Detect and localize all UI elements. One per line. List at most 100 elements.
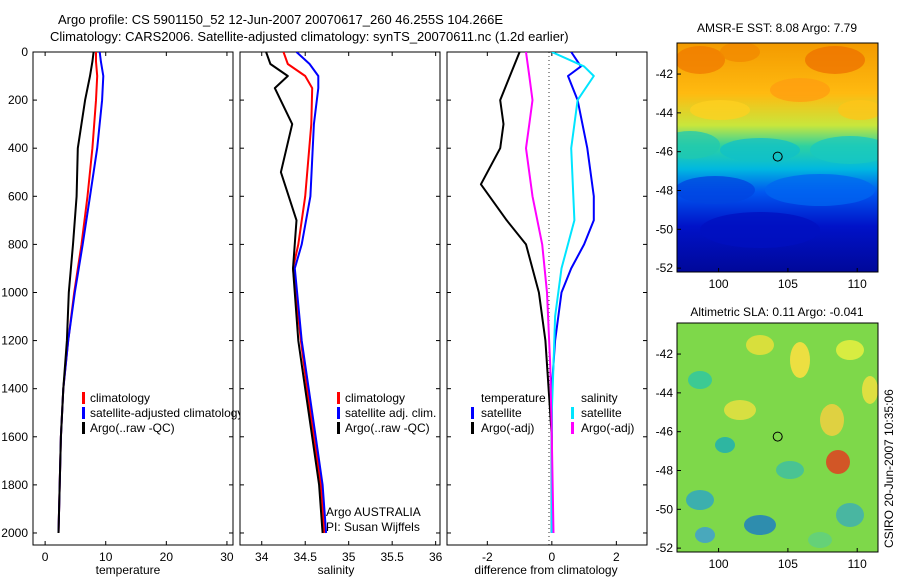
legend-climatology-label: climatology (90, 391, 150, 405)
legend-temp-argo-label: Argo(-adj) (481, 421, 534, 435)
y-tick-label: 200 (8, 93, 28, 107)
sst-field-patch (805, 46, 865, 74)
legend-sal-argo-swatch (571, 422, 574, 434)
map-x-tick-label: 100 (709, 277, 729, 291)
map-y-tick-label: -50 (656, 222, 674, 236)
map-x-tick-label: 100 (709, 557, 729, 571)
sst-field-patch (677, 46, 725, 74)
sst-field-patch (677, 131, 720, 159)
legend-sal-argo-label: Argo(-adj) (581, 421, 634, 435)
sla-field-patch (862, 376, 878, 404)
map-y-tick-label: -48 (656, 183, 674, 197)
legend-temp-satellite-label: satellite (481, 406, 522, 420)
sla-map-panel: Altimetric SLA: 0.11 Argo: -0.041 100 105… (656, 305, 879, 571)
legend-temperature-heading: temperature (481, 391, 546, 405)
sst-field-patch (700, 212, 820, 248)
figure-title-line1: Argo profile: CS 5901150_52 12-Jun-2007 … (58, 12, 503, 27)
temperature-legend: climatology satellite-adjusted climatolo… (82, 391, 243, 435)
y-tick-label: 1600 (1, 430, 28, 444)
temperature-panel: 0 10 20 30 0 200 400 600 800 1000 1200 1400 1600 1800… (1, 45, 243, 577)
series-line-temperature-argo-adj (479, 52, 553, 533)
sst-field-patch (810, 136, 878, 164)
x-tick-label: 0 (42, 550, 49, 564)
sla-field-patch (790, 342, 810, 378)
y-tick-label: 600 (8, 189, 28, 203)
temperature-xlabel: temperature (96, 563, 161, 577)
map-y-tick-label: -44 (656, 106, 674, 120)
sst-field-patch (690, 100, 750, 120)
argo-footer-line2: PI: Susan Wijffels (326, 520, 420, 534)
legend-argo-swatch (82, 422, 85, 434)
sst-argo-float-marker (772, 151, 783, 162)
x-tick-label: 20 (160, 550, 174, 564)
legend-salinity-heading: salinity (581, 391, 618, 405)
sst-field-patch (720, 138, 800, 162)
sla-field-patch (836, 503, 864, 527)
legend-satellite-label: satellite-adjusted climatology (90, 406, 243, 420)
series-line-argo-raw-qc (57, 52, 95, 534)
csiro-timestamp-label: CSIRO 20-Jun-2007 10:35:06 (882, 389, 896, 548)
sla-argo-float-marker (772, 431, 783, 442)
sst-map-panel: AMSR-E SST: 8.08 Argo: 7.79 100 105 110 -42… (656, 21, 879, 291)
sla-field-patch (744, 515, 776, 535)
sla-field-patch (826, 450, 850, 474)
map-y-tick-label: -48 (656, 463, 674, 477)
sla-field-patch (776, 461, 804, 479)
y-tick-label: 1200 (1, 334, 28, 348)
series-line-satellite-adj-clim (293, 52, 328, 534)
map-x-tick-label: 105 (778, 557, 798, 571)
map-y-tick-label: -42 (656, 347, 674, 361)
y-tick-label: 2000 (1, 526, 28, 540)
map-y-tick-label: -44 (656, 386, 674, 400)
sla-field-patch (820, 404, 844, 436)
series-line-climatology (282, 52, 326, 534)
difference-xlabel: difference from climatology (474, 563, 617, 577)
map-x-tick-label: 110 (848, 557, 867, 571)
sla-map-title: Altimetric SLA: 0.11 Argo: -0.041 (690, 305, 864, 319)
temperature-axes-frame (32, 51, 234, 546)
salinity-axes-frame (239, 51, 441, 546)
series-line-argo-raw-qc (265, 52, 324, 534)
y-tick-label: 800 (8, 237, 28, 251)
map-x-tick-label: 105 (778, 277, 798, 291)
legend-satellite-swatch (337, 407, 340, 419)
x-tick-label: 35 (342, 550, 356, 564)
sst-field-patch (838, 100, 878, 120)
argo-footer-line1: Argo AUSTRALIA (326, 505, 421, 519)
legend-satellite-label: satellite adj. clim. (345, 406, 436, 420)
sla-field-patch (724, 400, 756, 420)
map-y-tick-label: -46 (656, 145, 674, 159)
x-tick-label: 35.5 (380, 550, 404, 564)
sst-field-patch (720, 43, 760, 62)
series-line-salinity-satellite (550, 52, 595, 533)
sst-field-patch (765, 174, 875, 206)
legend-sal-satellite-swatch (571, 407, 574, 419)
map-y-tick-label: -42 (656, 67, 674, 81)
salinity-xlabel: salinity (318, 563, 355, 577)
legend-temp-satellite-swatch (471, 407, 474, 419)
sla-field-patch (715, 437, 735, 453)
series-line-salinity-argo-adj (525, 52, 555, 534)
legend-climatology-swatch (337, 392, 340, 404)
sst-map-title: AMSR-E SST: 8.08 Argo: 7.79 (697, 21, 857, 35)
legend-argo-label: Argo(..raw -QC) (345, 421, 430, 435)
y-tick-label: 1400 (1, 382, 28, 396)
x-tick-label: 30 (220, 550, 234, 564)
x-tick-label: 2 (613, 550, 620, 564)
sla-field-patch (688, 371, 712, 389)
legend-sal-satellite-label: satellite (581, 406, 622, 420)
figure-title-line2: Climatology: CARS2006. Satellite-adjuste… (50, 29, 569, 44)
map-y-tick-label: -52 (656, 261, 674, 275)
map-x-tick-label: 110 (848, 277, 867, 291)
sst-field-patch (770, 78, 830, 102)
sla-field-patch (695, 527, 715, 543)
x-tick-label: 0 (548, 550, 555, 564)
sst-field-patch (677, 176, 755, 204)
difference-panel: -2 0 2 temperature satellite Argo(-adj) sa… (446, 51, 648, 577)
y-tick-label: 0 (21, 45, 28, 59)
sla-field-patch (686, 490, 714, 510)
legend-argo-swatch (337, 422, 340, 434)
salinity-panel: 34 34.5 35 35.5 36 climatology satellite adj… (239, 51, 443, 577)
sla-map-frame (676, 322, 879, 553)
